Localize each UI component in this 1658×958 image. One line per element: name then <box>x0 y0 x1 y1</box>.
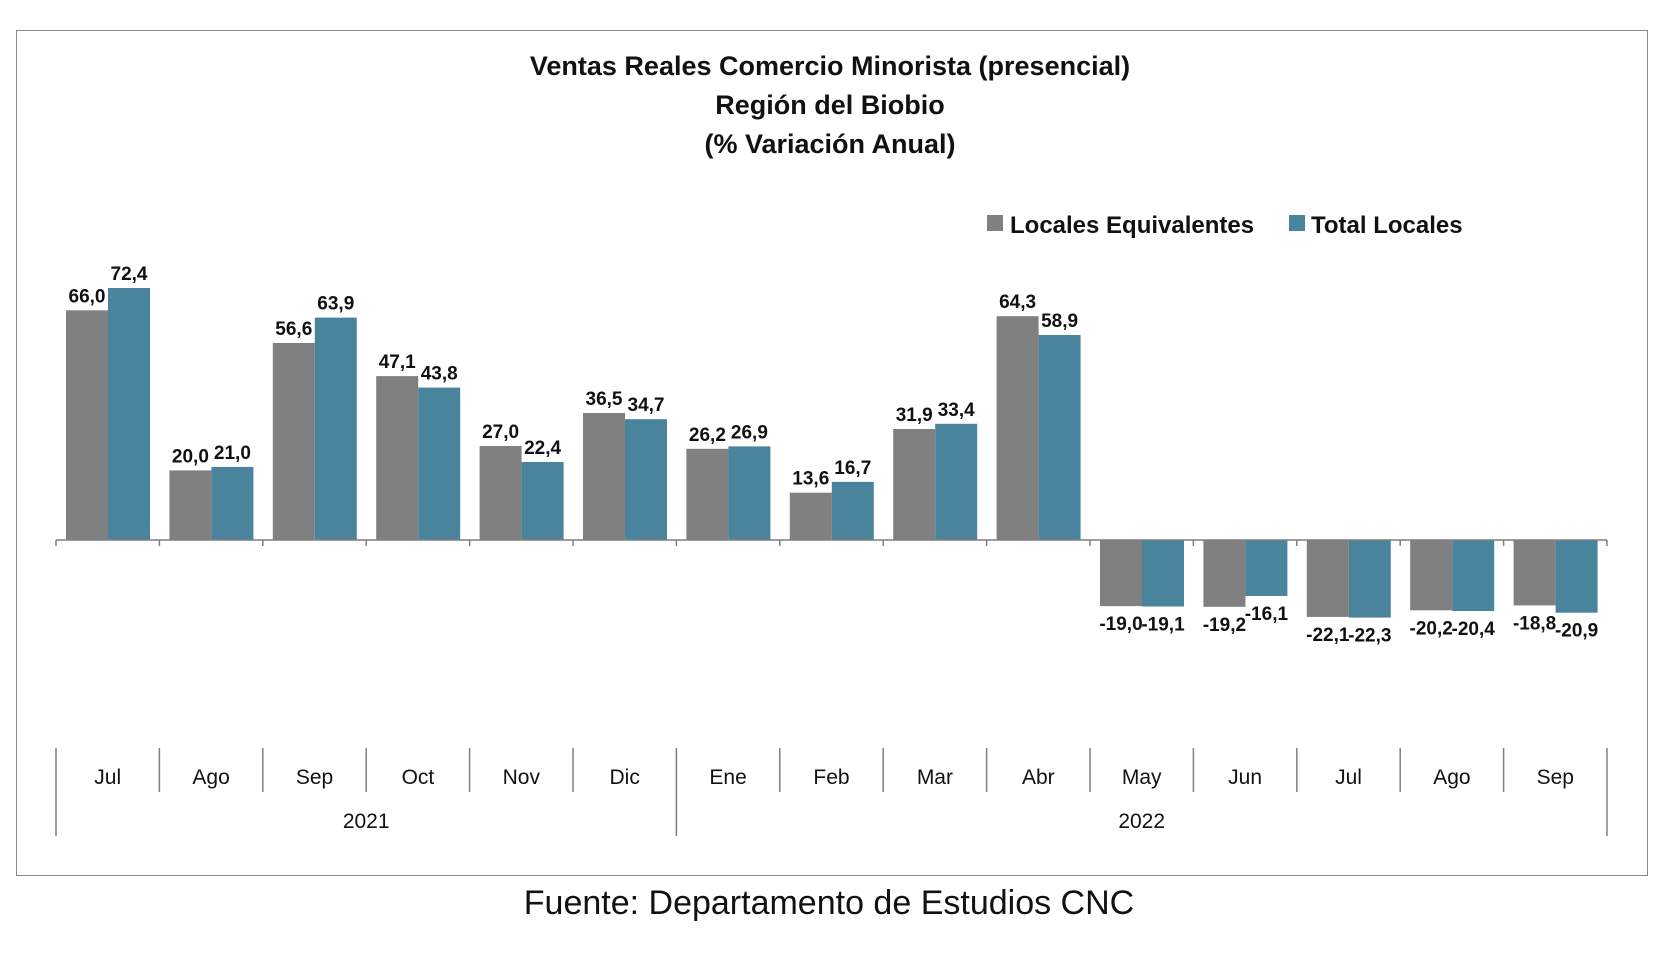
value-label-total-locales-9: 58,9 <box>1041 311 1078 332</box>
bar-total-locales-3 <box>418 387 461 540</box>
bar-locales-equivalentes-2 <box>272 343 315 540</box>
bar-total-locales-6 <box>728 446 771 540</box>
value-label-total-locales-3: 43,8 <box>421 364 458 385</box>
legend-label-total-locales: Total Locales <box>1311 212 1463 239</box>
value-label-locales-equivalentes-2: 56,6 <box>275 319 312 340</box>
value-label-locales-equivalentes-3: 47,1 <box>379 352 416 373</box>
bar-total-locales-12 <box>1348 540 1391 618</box>
value-label-total-locales-0: 72,4 <box>111 264 148 285</box>
category-label-9: Abr <box>1022 766 1055 789</box>
bar-total-locales-8 <box>935 423 978 540</box>
bar-locales-equivalentes-9 <box>996 316 1039 540</box>
value-label-locales-equivalentes-10: -19,0 <box>1099 614 1142 635</box>
value-label-locales-equivalentes-5: 36,5 <box>586 389 623 410</box>
category-label-7: Feb <box>813 766 849 789</box>
value-label-locales-equivalentes-13: -20,2 <box>1410 618 1453 639</box>
bar-locales-equivalentes-11 <box>1203 540 1246 607</box>
category-label-14: Sep <box>1537 766 1574 789</box>
category-label-2: Sep <box>296 766 333 789</box>
category-label-8: Mar <box>917 766 953 789</box>
bar-locales-equivalentes-3 <box>376 376 419 540</box>
category-label-11: Jun <box>1228 766 1262 789</box>
value-label-locales-equivalentes-0: 66,0 <box>69 286 106 307</box>
group-label-2021: 2021 <box>343 810 390 833</box>
legend: Locales Equivalentes Total Locales <box>987 212 1463 239</box>
bar-total-locales-7 <box>831 481 874 540</box>
bar-locales-equivalentes-0 <box>66 310 108 540</box>
value-label-locales-equivalentes-9: 64,3 <box>999 292 1036 313</box>
bar-locales-equivalentes-7 <box>789 492 832 540</box>
value-labels: 66,0 20,0 56,6 47,1 27,0 36,5 26,2 13,6 31,9 64,3… <box>69 264 1599 647</box>
value-label-locales-equivalentes-4: 27,0 <box>482 422 519 443</box>
bar-total-locales-10 <box>1142 540 1184 607</box>
bar-locales-equivalentes-8 <box>893 429 936 540</box>
chart-title-line-2: Región del Biobio <box>715 90 945 120</box>
value-label-total-locales-1: 21,0 <box>214 443 251 464</box>
bars <box>66 288 1598 618</box>
bar-locales-equivalentes-10 <box>1100 540 1142 607</box>
value-label-locales-equivalentes-6: 26,2 <box>689 425 726 446</box>
value-label-locales-equivalentes-14: -18,8 <box>1513 613 1556 634</box>
category-label-1: Ago <box>192 766 229 789</box>
value-label-total-locales-14: -20,9 <box>1555 621 1598 642</box>
category-label-12: Jul <box>1335 766 1362 789</box>
category-label-3: Oct <box>402 766 435 789</box>
x-axis: Jul Ago Sep Oct Nov Dic Ene Feb Mar Abr May Jun Jul A… <box>55 539 1608 836</box>
category-label-0: Jul <box>94 766 121 789</box>
bar-total-locales-11 <box>1245 540 1288 596</box>
bar-total-locales-5 <box>625 419 667 540</box>
value-label-locales-equivalentes-11: -19,2 <box>1203 615 1246 636</box>
bar-locales-equivalentes-5 <box>583 413 625 540</box>
legend-swatch-total-locales <box>1289 215 1305 231</box>
value-label-total-locales-13: -20,4 <box>1452 619 1496 640</box>
value-label-total-locales-10: -19,1 <box>1141 615 1185 636</box>
chart: Ventas Reales Comercio Minorista (presen… <box>55 51 1608 836</box>
bar-total-locales-4 <box>521 462 564 540</box>
bar-locales-equivalentes-1 <box>169 470 212 540</box>
category-label-10: May <box>1122 766 1162 789</box>
category-label-5: Dic <box>610 766 640 789</box>
legend-label-locales-equivalentes: Locales Equivalentes <box>1010 212 1254 239</box>
value-label-total-locales-11: -16,1 <box>1245 604 1289 625</box>
value-label-total-locales-6: 26,9 <box>731 422 768 443</box>
value-label-locales-equivalentes-12: -22,1 <box>1306 625 1350 646</box>
category-label-4: Nov <box>503 766 541 789</box>
source-note: Fuente: Departamento de Estudios CNC <box>523 884 1135 922</box>
bar-locales-equivalentes-4 <box>479 446 522 540</box>
value-label-total-locales-8: 33,4 <box>938 400 975 421</box>
value-label-locales-equivalentes-7: 13,6 <box>792 469 829 490</box>
bar-total-locales-9 <box>1038 335 1081 540</box>
value-label-locales-equivalentes-8: 31,9 <box>896 405 933 426</box>
bar-locales-equivalentes-13 <box>1410 540 1453 611</box>
value-label-locales-equivalentes-1: 20,0 <box>172 446 209 467</box>
bar-total-locales-14 <box>1555 540 1598 613</box>
value-label-total-locales-2: 63,9 <box>317 294 354 315</box>
chart-title-line-3: (% Variación Anual) <box>704 129 955 159</box>
bar-locales-equivalentes-14 <box>1513 540 1556 606</box>
bar-locales-equivalentes-12 <box>1306 540 1349 617</box>
bar-total-locales-13 <box>1452 540 1495 611</box>
category-label-6: Ene <box>709 766 746 789</box>
category-label-13: Ago <box>1433 766 1470 789</box>
value-label-total-locales-5: 34,7 <box>628 395 665 416</box>
legend-swatch-locales-equivalentes <box>987 215 1003 231</box>
bar-total-locales-1 <box>211 466 254 540</box>
group-label-2022: 2022 <box>1118 810 1165 833</box>
value-label-total-locales-7: 16,7 <box>834 458 871 479</box>
bar-locales-equivalentes-6 <box>686 448 729 540</box>
bar-total-locales-2 <box>314 317 357 540</box>
value-label-total-locales-12: -22,3 <box>1348 626 1391 647</box>
value-label-total-locales-4: 22,4 <box>524 438 561 459</box>
chart-title-line-1: Ventas Reales Comercio Minorista (presen… <box>530 51 1130 81</box>
bar-total-locales-0 <box>108 288 150 540</box>
